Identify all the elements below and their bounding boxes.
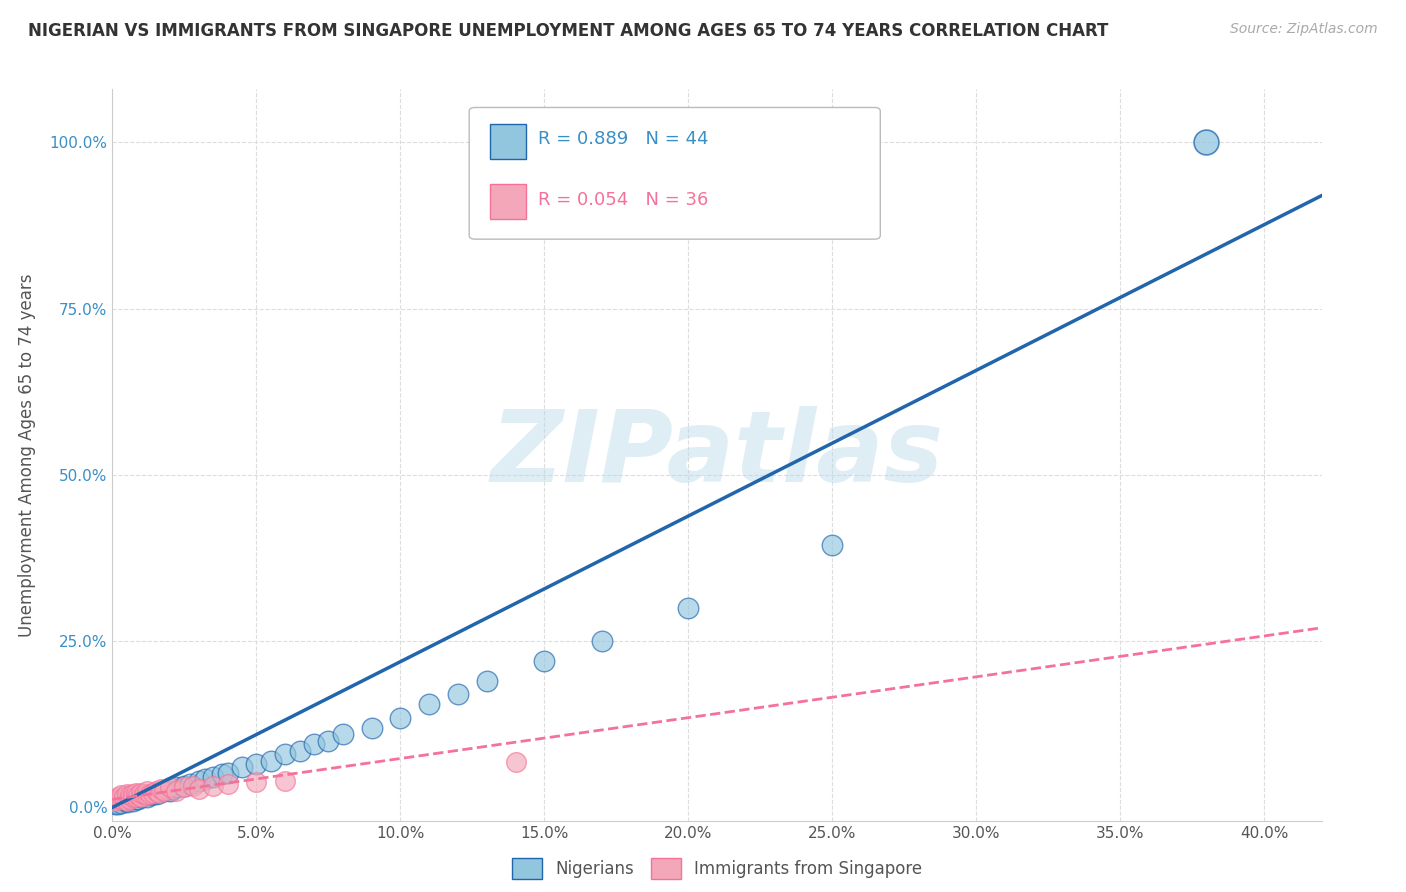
Point [187, 773, 209, 788]
Point [194, 772, 217, 787]
Point [115, 795, 138, 809]
Point [136, 790, 159, 805]
Point [505, 755, 527, 769]
Point [211, 767, 233, 781]
Point [153, 783, 176, 797]
Point [139, 789, 162, 803]
Point [202, 771, 225, 785]
Point [145, 787, 167, 801]
Text: NIGERIAN VS IMMIGRANTS FROM SINGAPORE UNEMPLOYMENT AMONG AGES 65 TO 74 YEARS COR: NIGERIAN VS IMMIGRANTS FROM SINGAPORE UN… [28, 22, 1108, 40]
Point [179, 777, 201, 791]
Point [115, 794, 138, 808]
Point [202, 779, 225, 793]
FancyBboxPatch shape [489, 185, 526, 219]
Point [591, 634, 613, 648]
Text: R = 0.889   N = 44: R = 0.889 N = 44 [538, 130, 709, 148]
Point [360, 721, 382, 735]
Point [274, 747, 297, 761]
Point [274, 773, 297, 788]
Point [136, 789, 159, 803]
Point [127, 791, 149, 805]
Point [150, 781, 173, 796]
FancyBboxPatch shape [489, 124, 526, 159]
Point [678, 600, 700, 615]
Point [245, 757, 267, 772]
Point [110, 797, 132, 811]
Point [139, 787, 162, 801]
Point [217, 777, 239, 791]
Point [142, 787, 165, 801]
Point [118, 792, 141, 806]
Point [121, 790, 143, 805]
Point [124, 789, 146, 804]
Point [245, 775, 267, 789]
Point [110, 792, 132, 806]
Point [217, 765, 239, 780]
Point [142, 786, 165, 800]
Point [134, 787, 156, 801]
Point [173, 779, 195, 793]
Point [153, 783, 176, 797]
FancyBboxPatch shape [470, 108, 880, 239]
Point [115, 794, 138, 808]
Point [129, 790, 152, 805]
Text: R = 0.054   N = 36: R = 0.054 N = 36 [538, 192, 709, 210]
Point [121, 794, 143, 808]
Point [159, 783, 181, 797]
Point [107, 790, 129, 805]
Y-axis label: Unemployment Among Ages 65 to 74 years: Unemployment Among Ages 65 to 74 years [18, 273, 35, 637]
Point [418, 698, 440, 712]
Legend: Nigerians, Immigrants from Singapore: Nigerians, Immigrants from Singapore [505, 852, 929, 886]
Point [1195, 136, 1218, 150]
Point [318, 734, 340, 748]
Point [260, 754, 283, 768]
Point [173, 780, 195, 795]
Point [148, 786, 170, 800]
Point [124, 786, 146, 800]
Point [231, 760, 253, 774]
Point [129, 786, 152, 800]
Point [159, 780, 181, 795]
Point [136, 783, 159, 797]
Point [129, 789, 152, 804]
Point [181, 779, 204, 793]
Point [127, 789, 149, 803]
Point [187, 781, 209, 796]
Point [533, 654, 555, 668]
Point [165, 780, 187, 795]
Point [447, 687, 470, 701]
Point [104, 794, 127, 808]
Point [475, 673, 498, 688]
Point [148, 786, 170, 800]
Point [165, 783, 187, 797]
Point [302, 737, 325, 751]
Point [821, 538, 844, 552]
Point [145, 783, 167, 797]
Point [121, 787, 143, 801]
Point [332, 727, 354, 741]
Point [389, 710, 412, 724]
Text: Source: ZipAtlas.com: Source: ZipAtlas.com [1230, 22, 1378, 37]
Text: ZIPatlas: ZIPatlas [491, 407, 943, 503]
Point [288, 744, 311, 758]
Point [118, 789, 141, 803]
Point [107, 792, 129, 806]
Point [112, 790, 135, 805]
Point [107, 797, 129, 811]
Point [115, 787, 138, 801]
Point [104, 797, 127, 811]
Point [162, 781, 184, 796]
Point [124, 792, 146, 806]
Point [110, 789, 132, 803]
Point [129, 790, 152, 805]
